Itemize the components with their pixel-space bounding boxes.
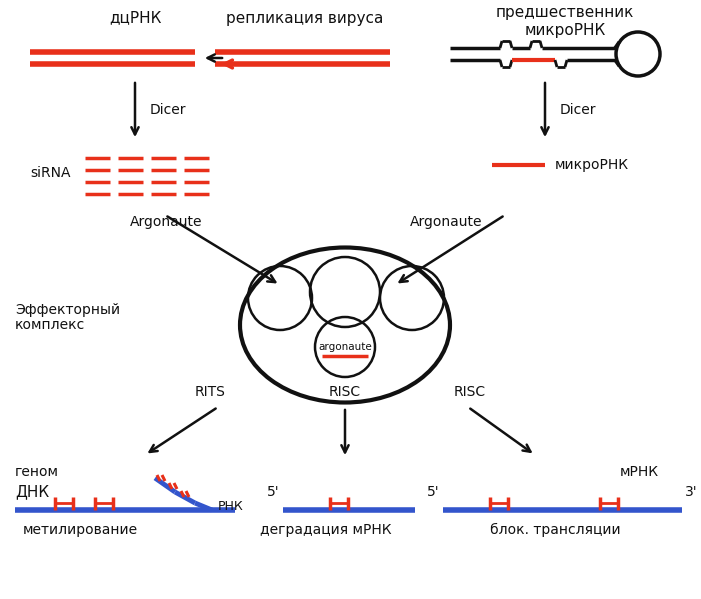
Text: 3': 3'	[685, 485, 697, 499]
Text: Dicer: Dicer	[150, 103, 186, 117]
Text: предшественник: предшественник	[496, 5, 634, 20]
Text: геном: геном	[15, 465, 59, 479]
Text: siRNA: siRNA	[30, 166, 71, 180]
Text: Dicer: Dicer	[560, 103, 597, 117]
Text: репликация вируса: репликация вируса	[226, 11, 383, 26]
Text: RITS: RITS	[195, 385, 226, 399]
Text: микроРНК: микроРНК	[524, 23, 606, 38]
Text: Эффекторный: Эффекторный	[15, 303, 120, 317]
Text: Argonaute: Argonaute	[410, 215, 482, 229]
Text: РНК: РНК	[218, 501, 244, 513]
Text: деградация мРНК: деградация мРНК	[260, 523, 391, 537]
Text: метилирование: метилирование	[22, 523, 137, 537]
Text: 5': 5'	[267, 485, 280, 499]
Text: RISC: RISC	[454, 385, 486, 399]
Text: микроРНК: микроРНК	[555, 158, 629, 172]
Text: блок. трансляции: блок. трансляции	[490, 523, 620, 537]
Text: мРНК: мРНК	[620, 465, 659, 479]
Text: Argonaute: Argonaute	[130, 215, 203, 229]
Text: дцРНК: дцРНК	[109, 11, 161, 26]
Text: комплекс: комплекс	[15, 318, 86, 332]
Text: ДНК: ДНК	[15, 485, 49, 500]
Text: argonaute: argonaute	[318, 342, 372, 352]
Text: RISC: RISC	[329, 385, 361, 399]
Text: 5': 5'	[428, 485, 440, 499]
